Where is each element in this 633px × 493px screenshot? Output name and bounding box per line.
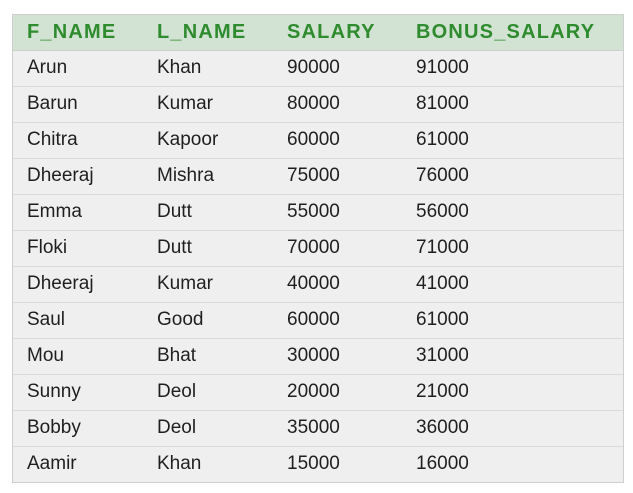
cell-salary: 15000 (273, 445, 402, 482)
cell-bonus-salary: 56000 (402, 193, 623, 230)
cell-bonus-salary: 76000 (402, 157, 623, 194)
cell-last-name: Kapoor (143, 121, 273, 158)
table-row: Saul Good 60000 61000 (13, 301, 623, 338)
cell-last-name: Kumar (143, 85, 273, 122)
cell-bonus-salary: 81000 (402, 85, 623, 122)
cell-salary: 75000 (273, 157, 402, 194)
cell-bonus-salary: 41000 (402, 265, 623, 302)
cell-bonus-salary: 91000 (416, 57, 469, 78)
cell-last-name: Mishra (143, 157, 273, 194)
table-row: Barun Kumar 80000 81000 (13, 85, 623, 122)
result-table: F_NAME L_NAME SALARY BONUS_SALARY Arun Kh… (13, 15, 623, 482)
cell-first-name: Arun (27, 57, 68, 78)
cell-salary: 35000 (273, 409, 402, 446)
table-row: Aamir Khan 15000 16000 (13, 445, 623, 482)
cell-first-name: Mou (13, 337, 143, 374)
cell-salary: 60000 (273, 301, 402, 338)
table-row: Sunny Deol 20000 21000 (13, 373, 623, 410)
cell-salary: 20000 (273, 373, 402, 410)
table-row: Arun Khan 90000 91000 (13, 50, 623, 86)
table-row: Bobby Deol 35000 36000 (13, 409, 623, 446)
cell-bonus-salary: 16000 (402, 445, 623, 482)
cell-first-name: Floki (13, 229, 143, 266)
cell-bonus-salary: 36000 (402, 409, 623, 446)
cell-first-name: Emma (13, 193, 143, 230)
cell-first-name: Sunny (13, 373, 143, 410)
query-result-table: F_NAME L_NAME SALARY BONUS_SALARY Arun Kh… (12, 14, 624, 483)
table-header: F_NAME L_NAME SALARY BONUS_SALARY (13, 15, 623, 51)
cell-last-name: Dutt (143, 193, 273, 230)
cell-first-name: Dheeraj (13, 265, 143, 302)
cell-last-name: Kumar (143, 265, 273, 302)
cell-bonus-salary: 31000 (402, 337, 623, 374)
column-header-f-name: F_NAME (13, 15, 143, 51)
table-row: Chitra Kapoor 60000 61000 (13, 121, 623, 158)
cell-bonus-salary: 21000 (402, 373, 623, 410)
cell-last-name: Dutt (143, 229, 273, 266)
cell-last-name: Deol (143, 409, 273, 446)
column-header-bonus-salary: BONUS_SALARY (402, 15, 623, 51)
cell-last-name: Bhat (143, 337, 273, 374)
cell-salary: 80000 (273, 85, 402, 122)
table-row: Emma Dutt 55000 56000 (13, 193, 623, 230)
cell-last-name: Good (143, 301, 273, 338)
cell-salary: 70000 (273, 229, 402, 266)
cell-first-name: Chitra (13, 121, 143, 158)
cell-bonus-salary: 61000 (402, 301, 623, 338)
cell-first-name: Bobby (13, 409, 143, 446)
cell-last-name: Khan (157, 57, 202, 78)
cell-salary: 40000 (273, 265, 402, 302)
cell-first-name: Saul (13, 301, 143, 338)
table-row: Mou Bhat 30000 31000 (13, 337, 623, 374)
cell-last-name: Khan (143, 445, 273, 482)
table-body: Arun Khan 90000 91000 Barun Kumar 80000 81000 Ch… (13, 50, 623, 482)
table-row: Dheeraj Kumar 40000 41000 (13, 265, 623, 302)
cell-salary: 55000 (273, 193, 402, 230)
cell-last-name: Deol (143, 373, 273, 410)
column-header-salary: SALARY (273, 15, 402, 51)
table-row: Dheeraj Mishra 75000 76000 (13, 157, 623, 194)
cell-first-name: Barun (13, 85, 143, 122)
cell-first-name: Dheeraj (13, 157, 143, 194)
cell-bonus-salary: 61000 (402, 121, 623, 158)
cell-salary: 90000 (287, 57, 340, 78)
cell-bonus-salary: 71000 (402, 229, 623, 266)
table-row: Floki Dutt 70000 71000 (13, 229, 623, 266)
cell-first-name: Aamir (13, 445, 143, 482)
column-header-l-name: L_NAME (143, 15, 273, 51)
header-row: F_NAME L_NAME SALARY BONUS_SALARY (13, 15, 623, 51)
cell-salary: 30000 (273, 337, 402, 374)
cell-salary: 60000 (273, 121, 402, 158)
